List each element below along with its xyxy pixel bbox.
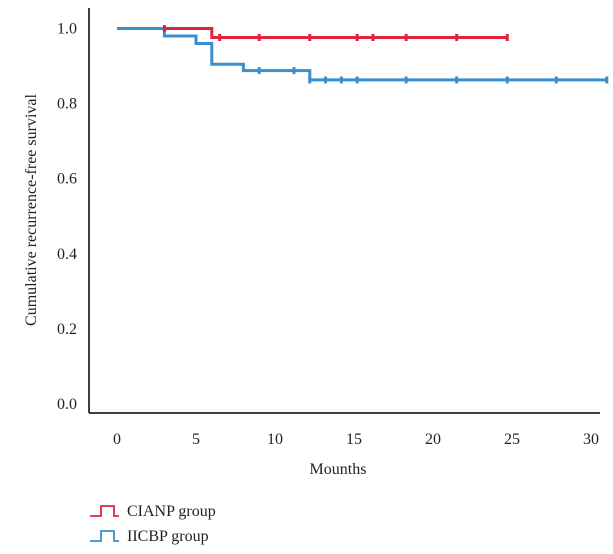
series-lines bbox=[117, 27, 607, 82]
y-tick-label: 0.8 bbox=[57, 96, 77, 113]
series-line-iicbp bbox=[117, 27, 607, 82]
x-tick-label: 25 bbox=[504, 431, 520, 448]
y-tick-label: 0.4 bbox=[57, 246, 77, 263]
y-tick-label: 0.6 bbox=[57, 171, 77, 188]
x-tick-label: 20 bbox=[425, 431, 441, 448]
censor-marks bbox=[162, 25, 609, 84]
x-tick-label: 5 bbox=[192, 431, 200, 448]
y-tick-label: 0.2 bbox=[57, 321, 77, 338]
legend-item-iicbp: IICBP group bbox=[90, 528, 209, 545]
y-tick-label: 0.0 bbox=[57, 396, 77, 413]
legend: CIANP group IICBP group bbox=[90, 503, 216, 545]
legend-label: IICBP group bbox=[127, 528, 209, 545]
x-axis-label: Mounths bbox=[310, 461, 367, 478]
tick-labels: 0 5 10 15 20 25 30 0.0 0.2 0.4 0.6 0.8 1.0 bbox=[57, 21, 599, 449]
y-axis-label: Cumulative recurrence-free survival bbox=[23, 94, 40, 326]
x-tick-label: 10 bbox=[267, 431, 283, 448]
legend-label: CIANP group bbox=[127, 503, 216, 520]
legend-swatch bbox=[90, 530, 119, 542]
x-tick-label: 15 bbox=[346, 431, 362, 448]
legend-swatch bbox=[90, 505, 119, 517]
legend-item-cianp: CIANP group bbox=[90, 503, 216, 520]
y-tick-label: 1.0 bbox=[57, 21, 77, 38]
x-tick-label: 0 bbox=[113, 431, 121, 448]
axes bbox=[88, 8, 600, 414]
x-tick-label: 30 bbox=[583, 431, 599, 448]
